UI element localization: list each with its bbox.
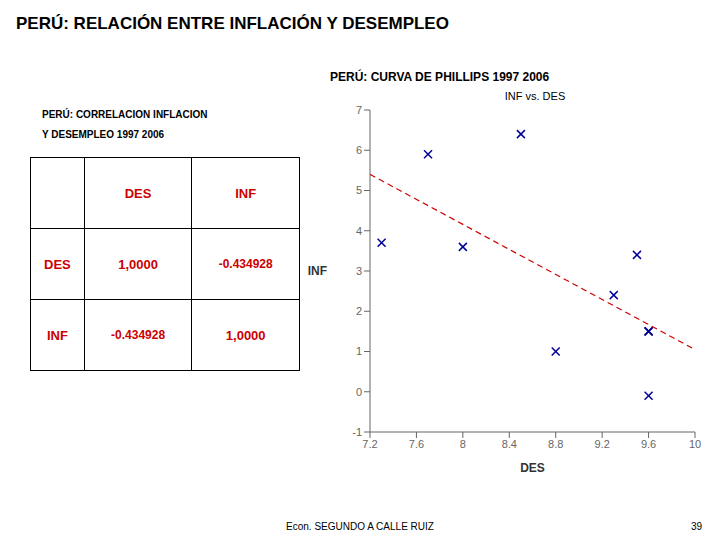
svg-text:7.6: 7.6: [409, 438, 424, 450]
svg-text:6: 6: [356, 144, 362, 156]
svg-text:8.4: 8.4: [502, 438, 517, 450]
html-text:PERÚ: RELACIÓN ENTRE INFLACIÓN: PERÚ: RELACIÓN ENTRE INFLACIÓN Y DESEMPL…: [16, 14, 449, 33]
svg-text:4: 4: [356, 225, 362, 237]
html-text:INF: INF: [46, 327, 68, 343]
svg-text:5: 5: [356, 184, 362, 196]
html-text:-0.434928: -0.434928: [218, 257, 273, 271]
svg-text:7: 7: [356, 104, 362, 116]
html-text:PERÚ: CURVA DE PHILLIPS 1997 2: PERÚ: CURVA DE PHILLIPS 1997 2006: [330, 70, 550, 84]
svg-text:8: 8: [460, 438, 466, 450]
html-text:1,0000: 1,0000: [118, 256, 158, 272]
html-text:DES: DES: [124, 185, 152, 201]
svg-text:9.2: 9.2: [594, 438, 609, 450]
svg-text:0: 0: [356, 386, 362, 398]
html-text:1,0000: 1,0000: [225, 327, 266, 343]
html-text:-0.434928: -0.434928: [111, 328, 166, 342]
svg-text:7.2: 7.2: [362, 438, 377, 450]
html-text:39: 39: [690, 521, 702, 532]
html-text:Econ. SEGUNDO A CALLE RUIZ: Econ. SEGUNDO A CALLE RUIZ: [286, 521, 434, 532]
html-text:DES: DES: [44, 256, 71, 272]
svg-text:9.6: 9.6: [641, 438, 656, 450]
html-text:INF: INF: [235, 185, 257, 201]
svg-text:-1: -1: [352, 426, 362, 438]
svg-text:DES: DES: [520, 461, 545, 475]
html-text:Y DESEMPLEO 1997 2006: Y DESEMPLEO 1997 2006: [42, 129, 165, 140]
svg-text:3: 3: [356, 265, 362, 277]
svg-text:10: 10: [689, 438, 701, 450]
html-text:INF vs. DES: INF vs. DES: [504, 90, 566, 102]
html-text:PERÚ: CORRELACION INFLACION: PERÚ: CORRELACION INFLACION: [42, 109, 208, 120]
svg-text:8.8: 8.8: [548, 438, 563, 450]
svg-text:2: 2: [356, 305, 362, 317]
svg-text:INF: INF: [308, 264, 327, 278]
svg-text:1: 1: [356, 345, 362, 357]
